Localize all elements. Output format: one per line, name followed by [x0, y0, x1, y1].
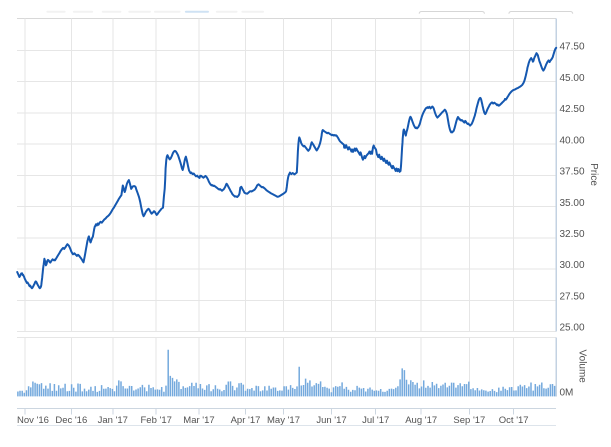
svg-text:Feb '17: Feb '17 [141, 415, 172, 426]
svg-text:30.00: 30.00 [560, 260, 585, 271]
svg-text:Jun '17: Jun '17 [316, 415, 346, 426]
svg-text:Dec '16: Dec '16 [55, 415, 87, 426]
svg-text:40.00: 40.00 [560, 135, 585, 146]
svg-text:Price: Price [588, 163, 599, 186]
svg-text:Oct '17: Oct '17 [499, 415, 529, 426]
svg-text:May '17: May '17 [267, 415, 300, 426]
svg-text:42.50: 42.50 [560, 104, 585, 115]
svg-text:47.50: 47.50 [560, 42, 585, 53]
svg-text:32.50: 32.50 [560, 229, 585, 240]
svg-text:Jan '17: Jan '17 [98, 415, 128, 426]
svg-text:Apr '17: Apr '17 [231, 415, 261, 426]
svg-text:Aug '17: Aug '17 [405, 415, 437, 426]
svg-text:25.00: 25.00 [560, 323, 585, 334]
svg-text:45.00: 45.00 [560, 73, 585, 84]
svg-text:Volume: Volume [577, 350, 588, 384]
svg-text:0M: 0M [560, 388, 574, 399]
svg-text:Nov '16: Nov '16 [17, 415, 49, 426]
svg-text:27.50: 27.50 [560, 292, 585, 303]
svg-text:Jul '17: Jul '17 [362, 415, 389, 426]
svg-text:35.00: 35.00 [560, 198, 585, 209]
svg-text:Sep '17: Sep '17 [453, 415, 485, 426]
svg-text:37.50: 37.50 [560, 167, 585, 178]
svg-text:Mar '17: Mar '17 [183, 415, 214, 426]
